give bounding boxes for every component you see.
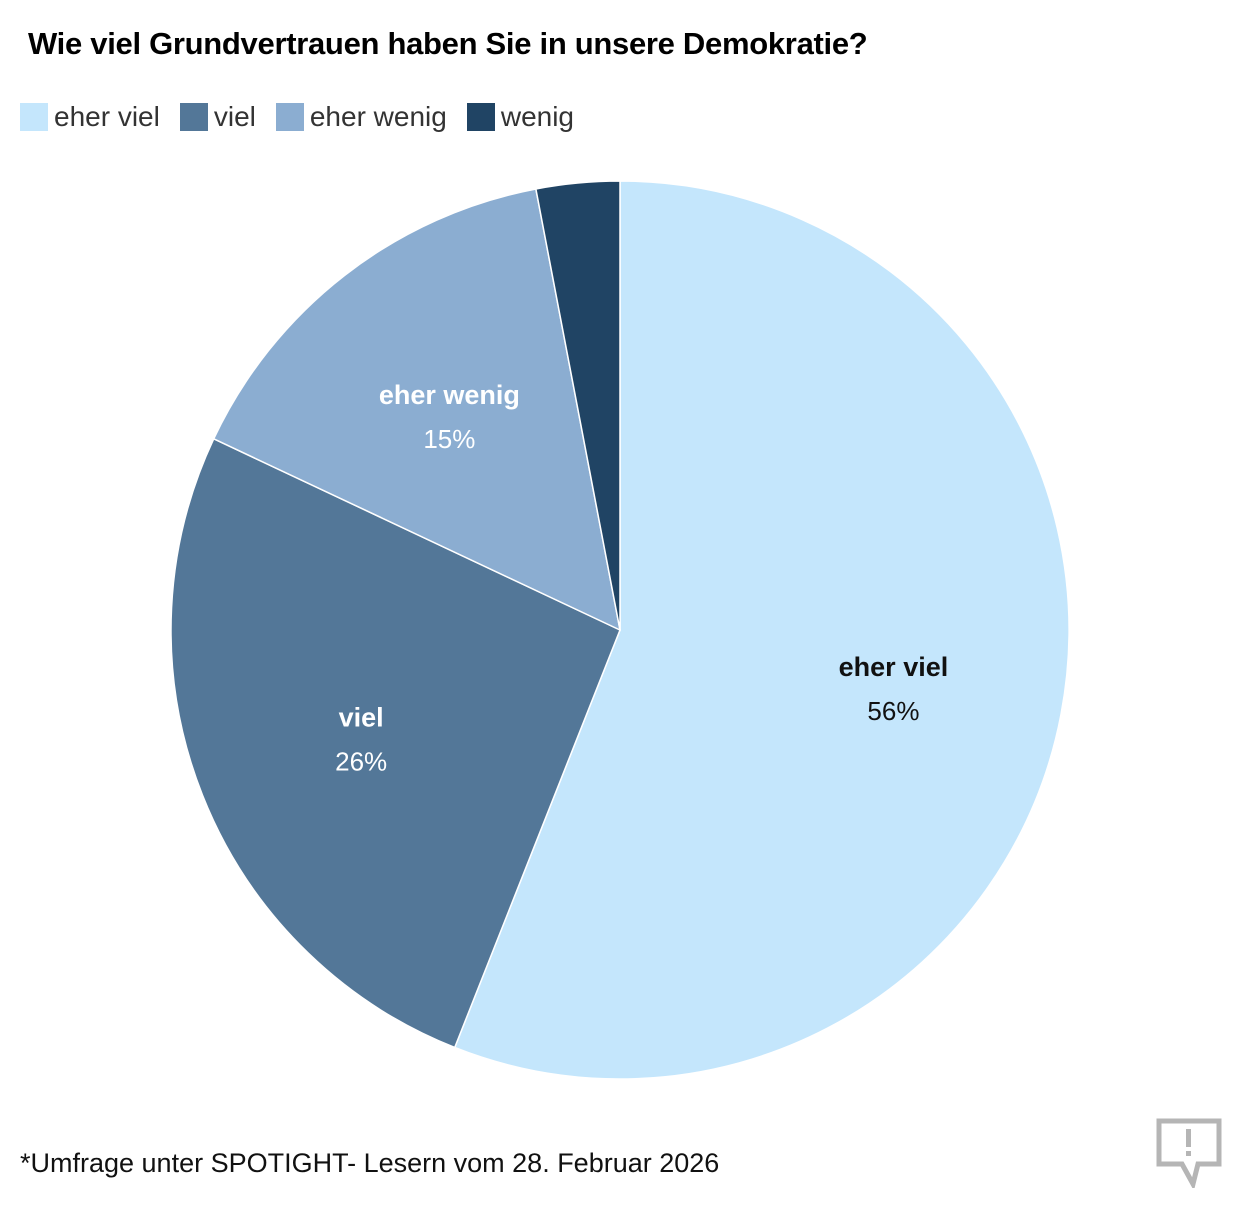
slice-name-label: eher viel bbox=[839, 652, 949, 682]
legend-label: wenig bbox=[500, 101, 575, 132]
legend-label: eher viel bbox=[54, 101, 160, 132]
legend-swatch bbox=[466, 103, 495, 131]
slice-value-label: 15% bbox=[423, 424, 475, 454]
legend-item-eher-viel: eher viel bbox=[20, 101, 160, 133]
legend-item-eher-wenig: eher wenig bbox=[275, 101, 447, 133]
pie-slices bbox=[170, 180, 1070, 1080]
pie-slice-viel bbox=[170, 437, 621, 1049]
footnote: *Umfrage unter SPOTIGHT- Lesern vom 28. … bbox=[20, 1148, 720, 1178]
legend-label: eher wenig bbox=[309, 101, 447, 132]
legend-label: viel bbox=[213, 101, 256, 132]
chart-title: Wie viel Grundvertrauen haben Sie in uns… bbox=[28, 26, 868, 61]
slice-value-label: 26% bbox=[335, 746, 387, 776]
legend-item-viel: viel bbox=[179, 101, 256, 133]
slice-name-label: viel bbox=[339, 702, 384, 732]
slice-name-label: eher wenig bbox=[379, 380, 520, 410]
legend-swatch bbox=[179, 103, 208, 131]
pie-slice-eher-wenig bbox=[212, 188, 622, 632]
pie-slice-wenig bbox=[534, 180, 621, 631]
legend-swatch bbox=[20, 103, 48, 131]
pie-labels: eher viel 56% viel 26% eher wenig 15% bbox=[335, 380, 948, 776]
pie-slice-eher-viel bbox=[453, 180, 1070, 1080]
slice-value-label: 56% bbox=[867, 696, 919, 726]
legend-item-wenig: wenig bbox=[466, 101, 575, 133]
report-icon[interactable] bbox=[1156, 1118, 1222, 1188]
legend: eher viel viel eher wenig wenig bbox=[20, 101, 594, 133]
legend-swatch bbox=[275, 103, 304, 131]
